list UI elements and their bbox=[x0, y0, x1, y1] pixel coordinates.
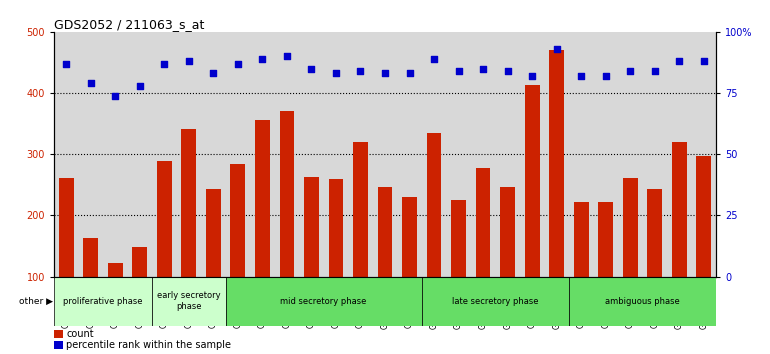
Point bbox=[477, 66, 489, 72]
Point bbox=[698, 58, 710, 64]
Bar bbox=[226, 277, 422, 326]
Point bbox=[256, 56, 269, 62]
Point bbox=[453, 68, 465, 74]
Bar bbox=[304, 177, 319, 338]
Bar bbox=[648, 189, 662, 338]
Bar bbox=[377, 187, 393, 338]
Point bbox=[624, 68, 637, 74]
Point bbox=[330, 71, 342, 76]
Bar bbox=[157, 161, 172, 338]
Bar bbox=[83, 238, 98, 338]
Point bbox=[501, 68, 514, 74]
Point bbox=[281, 53, 293, 59]
Bar bbox=[427, 133, 441, 338]
Bar bbox=[255, 120, 270, 338]
Point bbox=[403, 71, 416, 76]
Bar bbox=[623, 178, 638, 338]
Point bbox=[60, 61, 72, 67]
Bar bbox=[182, 129, 196, 338]
Bar bbox=[422, 277, 569, 326]
Bar bbox=[574, 202, 588, 338]
Bar bbox=[132, 247, 147, 338]
Point bbox=[648, 68, 661, 74]
Bar bbox=[152, 277, 226, 326]
Point bbox=[551, 46, 563, 52]
Bar bbox=[206, 189, 221, 338]
Bar bbox=[54, 277, 152, 326]
Bar bbox=[108, 263, 122, 338]
Bar bbox=[598, 202, 613, 338]
Point bbox=[305, 66, 317, 72]
Point bbox=[428, 56, 440, 62]
Point bbox=[158, 61, 170, 67]
Point bbox=[109, 93, 122, 98]
Bar bbox=[476, 168, 490, 338]
Point bbox=[379, 71, 391, 76]
Bar bbox=[230, 164, 245, 338]
Bar bbox=[402, 196, 417, 338]
Bar bbox=[525, 85, 540, 338]
Bar bbox=[549, 50, 564, 338]
Bar bbox=[697, 155, 711, 338]
Point bbox=[354, 68, 367, 74]
Bar bbox=[569, 277, 716, 326]
Text: early secretory
phase: early secretory phase bbox=[157, 291, 221, 311]
Bar bbox=[280, 112, 294, 338]
Point bbox=[182, 58, 195, 64]
Bar bbox=[353, 142, 368, 338]
Point bbox=[526, 73, 538, 79]
Text: percentile rank within the sample: percentile rank within the sample bbox=[66, 340, 231, 350]
Point bbox=[600, 73, 612, 79]
Point bbox=[575, 73, 588, 79]
Bar bbox=[500, 187, 515, 338]
Point bbox=[133, 83, 146, 88]
Bar bbox=[451, 200, 466, 338]
Text: mid secretory phase: mid secretory phase bbox=[280, 297, 367, 306]
Bar bbox=[59, 178, 73, 338]
Text: proliferative phase: proliferative phase bbox=[63, 297, 142, 306]
Point bbox=[673, 58, 685, 64]
Text: other ▶: other ▶ bbox=[19, 297, 53, 306]
Text: GDS2052 / 211063_s_at: GDS2052 / 211063_s_at bbox=[54, 18, 204, 31]
Text: count: count bbox=[66, 329, 94, 339]
Point bbox=[85, 80, 97, 86]
Bar bbox=[329, 179, 343, 338]
Bar bbox=[672, 142, 687, 338]
Point bbox=[232, 61, 244, 67]
Point bbox=[207, 71, 219, 76]
Text: late secretory phase: late secretory phase bbox=[452, 297, 539, 306]
Text: ambiguous phase: ambiguous phase bbox=[605, 297, 680, 306]
